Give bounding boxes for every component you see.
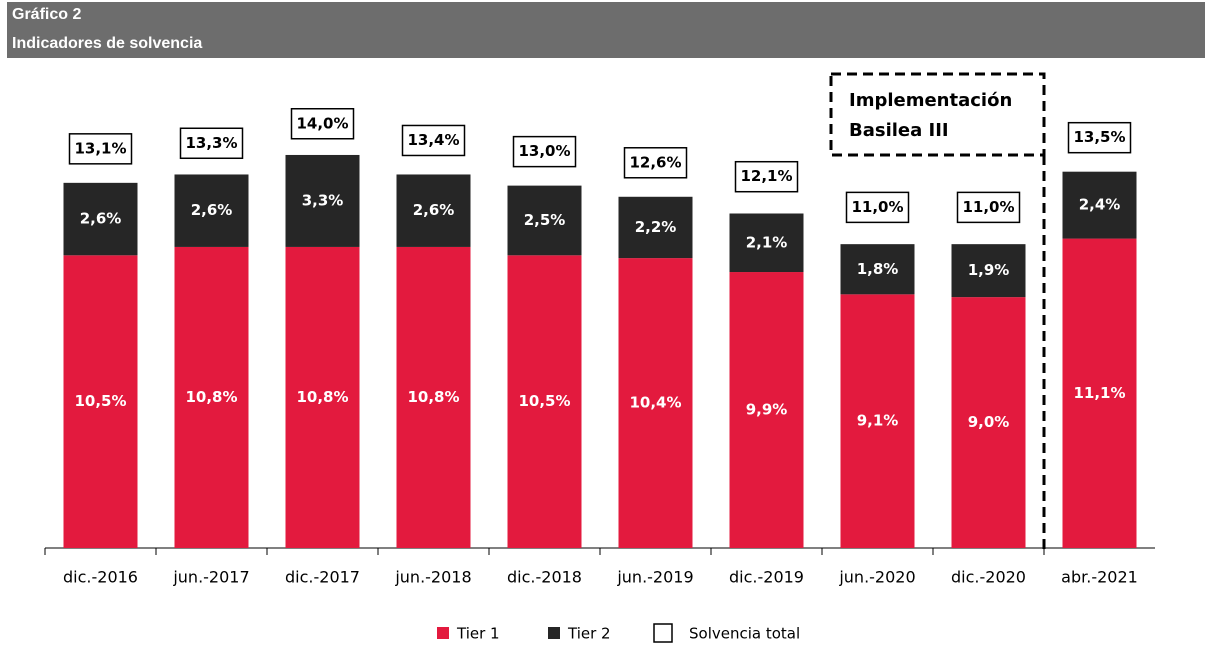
total-label: 12,1% [740, 167, 792, 185]
bar-segment [174, 246, 249, 548]
value-label: 2,6% [191, 201, 233, 219]
bar-segment [951, 244, 1026, 298]
bar-segment [618, 196, 693, 259]
total-box [734, 160, 799, 193]
value-label: 9,9% [746, 401, 788, 419]
legend-swatch [437, 627, 449, 639]
bar-segment [174, 174, 249, 247]
value-label: 3,3% [302, 191, 344, 209]
header-label: Gráfico 2 [12, 6, 81, 23]
x-tick-label: dic.-2019 [729, 568, 804, 587]
legend-swatch [548, 627, 560, 639]
bar-segment [1062, 238, 1137, 548]
total-label: 13,4% [407, 131, 459, 149]
header-bar [7, 2, 1205, 58]
x-tick-label: dic.-2018 [507, 568, 582, 587]
bar-segment [840, 294, 915, 548]
total-label: 13,1% [74, 139, 126, 157]
x-tick-label: dic.-2017 [285, 568, 360, 587]
value-label: 9,1% [857, 412, 899, 430]
total-label: 11,0% [962, 198, 1014, 216]
total-box [179, 127, 244, 160]
value-label: 9,0% [968, 413, 1010, 431]
value-label: 2,5% [524, 211, 566, 229]
total-label: 11,0% [851, 198, 903, 216]
value-label: 2,6% [413, 201, 455, 219]
x-tick-label: jun.-2020 [838, 568, 915, 587]
bar-segment [951, 297, 1026, 548]
value-label: 10,8% [407, 388, 459, 406]
bar-segment [507, 185, 582, 256]
total-box [623, 147, 688, 179]
value-label: 10,8% [185, 388, 237, 406]
x-tick-label: jun.-2018 [394, 568, 471, 587]
header-title: Indicadores de solvencia [12, 35, 202, 52]
bar-segment [840, 244, 915, 295]
value-label: 2,6% [80, 210, 122, 228]
total-box [68, 133, 133, 165]
bar-segment [285, 154, 360, 247]
legend-label: Tier 1 [456, 625, 500, 643]
bar-segment [396, 246, 471, 548]
total-box [1067, 121, 1132, 154]
legend-label: Solvencia total [689, 625, 800, 643]
value-label: 11,1% [1073, 384, 1125, 402]
bar-segment [1062, 171, 1137, 239]
value-label: 1,8% [857, 260, 899, 278]
bar-segment [618, 258, 693, 548]
total-box [290, 108, 355, 140]
x-tick-label: dic.-2020 [951, 568, 1026, 587]
legend-swatch [653, 623, 673, 643]
value-label: 2,4% [1079, 196, 1121, 214]
bar-segment [507, 255, 582, 548]
value-label: 2,1% [746, 233, 788, 251]
total-box [512, 135, 577, 168]
value-label: 2,2% [635, 218, 677, 236]
bar-segment [63, 255, 138, 548]
total-box [401, 124, 466, 157]
x-tick-label: dic.-2016 [63, 568, 138, 587]
total-box [845, 191, 910, 224]
total-label: 14,0% [296, 114, 348, 132]
bar-segment [729, 272, 804, 548]
value-label: 10,4% [629, 394, 681, 412]
legend-label: Tier 2 [567, 625, 611, 643]
bar-segment [63, 182, 138, 256]
total-label: 13,0% [518, 142, 570, 160]
annotation-box [829, 72, 1046, 157]
annotation: Basilea III [849, 120, 949, 141]
x-tick-label: jun.-2017 [172, 568, 249, 587]
value-label: 10,8% [296, 388, 348, 406]
x-tick-label: jun.-2019 [616, 568, 693, 587]
value-label: 1,9% [968, 261, 1010, 279]
value-label: 10,5% [74, 392, 126, 410]
annotation: Implementación [849, 90, 1012, 111]
total-label: 13,3% [185, 134, 237, 152]
bar-segment [396, 174, 471, 247]
total-label: 13,5% [1073, 128, 1125, 146]
total-label: 12,6% [629, 153, 681, 171]
total-box [956, 191, 1021, 224]
bar-segment [729, 213, 804, 273]
value-label: 10,5% [518, 392, 570, 410]
x-tick-label: abr.-2021 [1061, 568, 1138, 587]
bar-segment [285, 246, 360, 548]
